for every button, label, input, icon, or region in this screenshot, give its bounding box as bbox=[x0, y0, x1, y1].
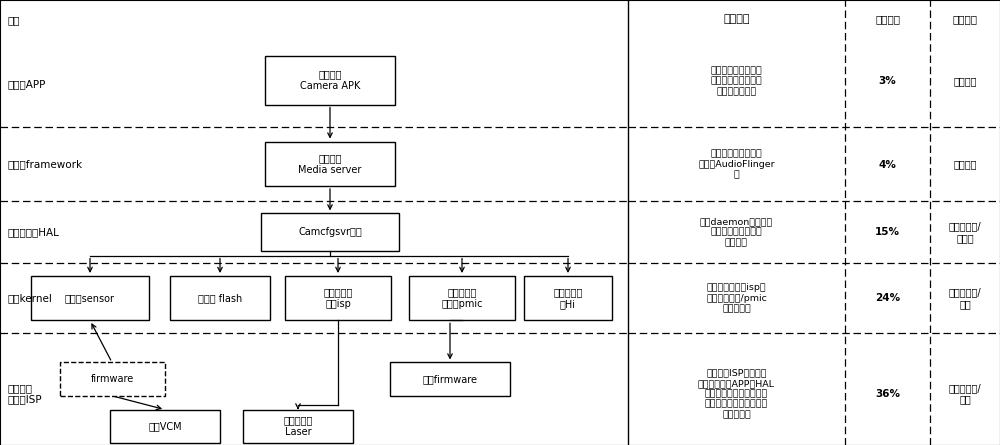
Text: 相机打不开/
黑屏: 相机打不开/ 黑屏 bbox=[949, 383, 981, 405]
Text: 3%: 3% bbox=[879, 76, 896, 86]
Text: 应用层APP: 应用层APP bbox=[8, 80, 46, 89]
Text: 框架层framework: 框架层framework bbox=[8, 160, 83, 170]
Text: 内核kernel: 内核kernel bbox=[8, 293, 53, 303]
FancyBboxPatch shape bbox=[110, 409, 220, 443]
Text: 故障比例: 故障比例 bbox=[875, 14, 900, 24]
Text: 马辽VCM: 马辽VCM bbox=[148, 421, 182, 431]
Text: 36%: 36% bbox=[875, 389, 900, 399]
Text: 相机打不开/
黑屏: 相机打不开/ 黑屏 bbox=[949, 287, 981, 309]
FancyBboxPatch shape bbox=[60, 362, 164, 396]
FancyBboxPatch shape bbox=[285, 276, 391, 320]
Text: 相机应用
Camera APK: 相机应用 Camera APK bbox=[300, 69, 360, 91]
FancyBboxPatch shape bbox=[265, 56, 395, 105]
Text: 激光传感器
Laser: 激光传感器 Laser bbox=[283, 416, 313, 437]
FancyBboxPatch shape bbox=[265, 142, 395, 186]
Text: 闪光灯 flash: 闪光灯 flash bbox=[198, 293, 242, 303]
Text: 电源管理集
成电路pmic: 电源管理集 成电路pmic bbox=[441, 287, 483, 309]
Text: 负责系统几大组件，
如音频AudioFlinger
等: 负责系统几大组件， 如音频AudioFlinger 等 bbox=[698, 150, 775, 179]
Text: 传感器sensor: 传感器sensor bbox=[65, 293, 115, 303]
Text: 相机报错: 相机报错 bbox=[953, 76, 977, 86]
FancyBboxPatch shape bbox=[524, 276, 612, 320]
FancyBboxPatch shape bbox=[409, 276, 515, 320]
FancyBboxPatch shape bbox=[170, 276, 270, 320]
Text: 媒体服务
Media server: 媒体服务 Media server bbox=[298, 153, 362, 174]
Text: 室内无线覆
盖Hi: 室内无线覆 盖Hi bbox=[553, 287, 583, 309]
Text: 主要功能: 主要功能 bbox=[723, 14, 750, 24]
Text: 完成所有ISP设备的驱
动，接受相机APP和HAL
下发的请求命令，完成预
览、派驻、录像等所有相
关硬件操作: 完成所有ISP设备的驱 动，接受相机APP和HAL 下发的请求命令，完成预 览、… bbox=[698, 368, 775, 419]
Text: 24%: 24% bbox=[875, 293, 900, 303]
Text: 故障现象: 故障现象 bbox=[953, 14, 978, 24]
Text: Camcfgsvr进程: Camcfgsvr进程 bbox=[298, 227, 362, 237]
Text: 硬件抽象层HAL: 硬件抽象层HAL bbox=[8, 227, 60, 237]
Text: 负责界面显示、响应
用户操作、监听相机
底层消息和数据: 负责界面显示、响应 用户操作、监听相机 底层消息和数据 bbox=[711, 66, 762, 96]
Text: firmware: firmware bbox=[90, 374, 134, 384]
Text: 固件firmware: 固件firmware bbox=[422, 374, 478, 384]
Text: 相机无响应/
绻屏等: 相机无响应/ 绻屏等 bbox=[949, 222, 981, 243]
Text: 图像信号处
理器isp: 图像信号处 理器isp bbox=[323, 287, 353, 309]
Text: 15%: 15% bbox=[875, 227, 900, 237]
Text: 4%: 4% bbox=[879, 160, 896, 170]
Text: 相机daemon进程，与
内核通信控制相机相
关组件等: 相机daemon进程，与 内核通信控制相机相 关组件等 bbox=[700, 218, 773, 247]
Text: 相机报错: 相机报错 bbox=[953, 160, 977, 170]
FancyBboxPatch shape bbox=[243, 409, 353, 443]
Text: 分层: 分层 bbox=[8, 15, 20, 25]
FancyBboxPatch shape bbox=[390, 362, 510, 396]
FancyBboxPatch shape bbox=[261, 214, 399, 251]
FancyBboxPatch shape bbox=[31, 276, 149, 320]
Text: 相机模组、外罭isp上
下电、闪光灯/pmic
芝片控制等: 相机模组、外罭isp上 下电、闪光灯/pmic 芝片控制等 bbox=[706, 283, 767, 313]
Text: 图像信号
处理器ISP: 图像信号 处理器ISP bbox=[8, 383, 43, 405]
